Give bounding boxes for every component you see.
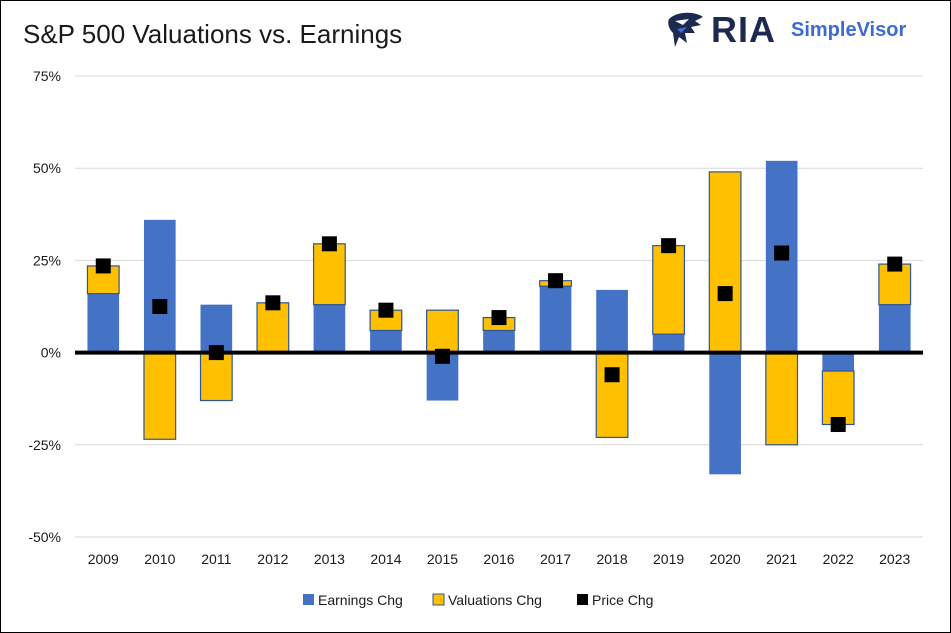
x-tick-label: 2022	[823, 551, 854, 567]
earnings-bar	[709, 352, 741, 475]
x-tick-label: 2021	[766, 551, 797, 567]
legend-label: Valuations Chg	[448, 592, 542, 608]
logo-brand: RIA	[711, 9, 776, 50]
y-tick-label: -25%	[28, 437, 61, 453]
valuations-bar	[595, 352, 629, 439]
x-tick-label: 2019	[653, 551, 684, 567]
price-marker	[717, 286, 733, 302]
earnings-bar	[878, 304, 911, 353]
x-tick-label: 2012	[257, 551, 288, 567]
y-tick-label: 75%	[33, 68, 61, 84]
valuations-bar	[821, 370, 855, 426]
price-marker	[774, 245, 790, 261]
legend-label: Price Chg	[592, 592, 653, 608]
valuations-bar	[765, 352, 799, 446]
earnings-bar	[143, 219, 176, 353]
legend-swatch	[432, 593, 445, 606]
bar-layer	[86, 160, 912, 475]
y-axis: 75% 50% 25% 0% -25% -50%	[28, 68, 61, 545]
price-marker	[548, 273, 564, 289]
y-tick-label: 25%	[33, 252, 61, 268]
logo: RIA SimpleVisor	[665, 9, 925, 51]
legend-swatch	[303, 594, 314, 605]
valuations-bar	[426, 309, 459, 354]
eagle-icon	[668, 12, 703, 48]
price-marker	[321, 236, 337, 252]
earnings-bar	[200, 304, 233, 353]
earnings-bar	[822, 352, 855, 372]
x-tick-label: 2009	[88, 551, 119, 567]
valuations-bar	[312, 243, 346, 306]
legend-swatch	[577, 594, 588, 605]
x-axis: 2009 2010 2011 2012 2013 2014 2015 2016 2017 2018…	[88, 551, 911, 567]
y-tick-label: 0%	[41, 345, 61, 361]
earnings-bar	[539, 286, 572, 353]
legend-label: Earnings Chg	[318, 592, 403, 608]
x-tick-label: 2020	[710, 551, 741, 567]
x-tick-label: 2016	[483, 551, 514, 567]
valuations-bar	[652, 245, 686, 335]
y-tick-label: -50%	[28, 529, 61, 545]
price-marker	[887, 256, 903, 272]
x-tick-label: 2014	[370, 551, 401, 567]
legend: Earnings Chg Valuations Chg Price Chg	[303, 592, 653, 608]
marker-layer	[95, 236, 903, 433]
price-marker	[830, 417, 846, 433]
price-marker	[661, 238, 677, 254]
earnings-bar	[313, 304, 346, 353]
x-tick-label: 2018	[596, 551, 627, 567]
x-tick-label: 2011	[201, 551, 231, 567]
earnings-bar	[483, 330, 515, 353]
x-tick-label: 2023	[879, 551, 910, 567]
x-tick-label: 2013	[314, 551, 345, 567]
price-marker	[434, 348, 450, 364]
x-tick-label: 2010	[144, 551, 175, 567]
price-marker	[265, 295, 281, 311]
chart-title: S&P 500 Valuations vs. Earnings	[23, 19, 403, 49]
price-marker	[491, 310, 507, 326]
earnings-bar	[370, 330, 402, 353]
earnings-bar	[596, 289, 628, 353]
earnings-bar	[652, 334, 685, 353]
price-marker	[378, 302, 394, 318]
valuations-bar	[256, 302, 290, 354]
price-marker	[208, 345, 224, 361]
price-marker	[152, 299, 168, 314]
valuations-bar	[143, 352, 177, 440]
x-tick-label: 2015	[427, 551, 458, 567]
price-marker	[604, 367, 620, 383]
valuations-bar	[708, 171, 742, 354]
x-tick-label: 2017	[540, 551, 571, 567]
price-marker	[95, 258, 111, 274]
y-tick-label: 50%	[33, 160, 61, 176]
earnings-bar	[87, 293, 120, 353]
logo-product: SimpleVisor	[791, 19, 907, 41]
